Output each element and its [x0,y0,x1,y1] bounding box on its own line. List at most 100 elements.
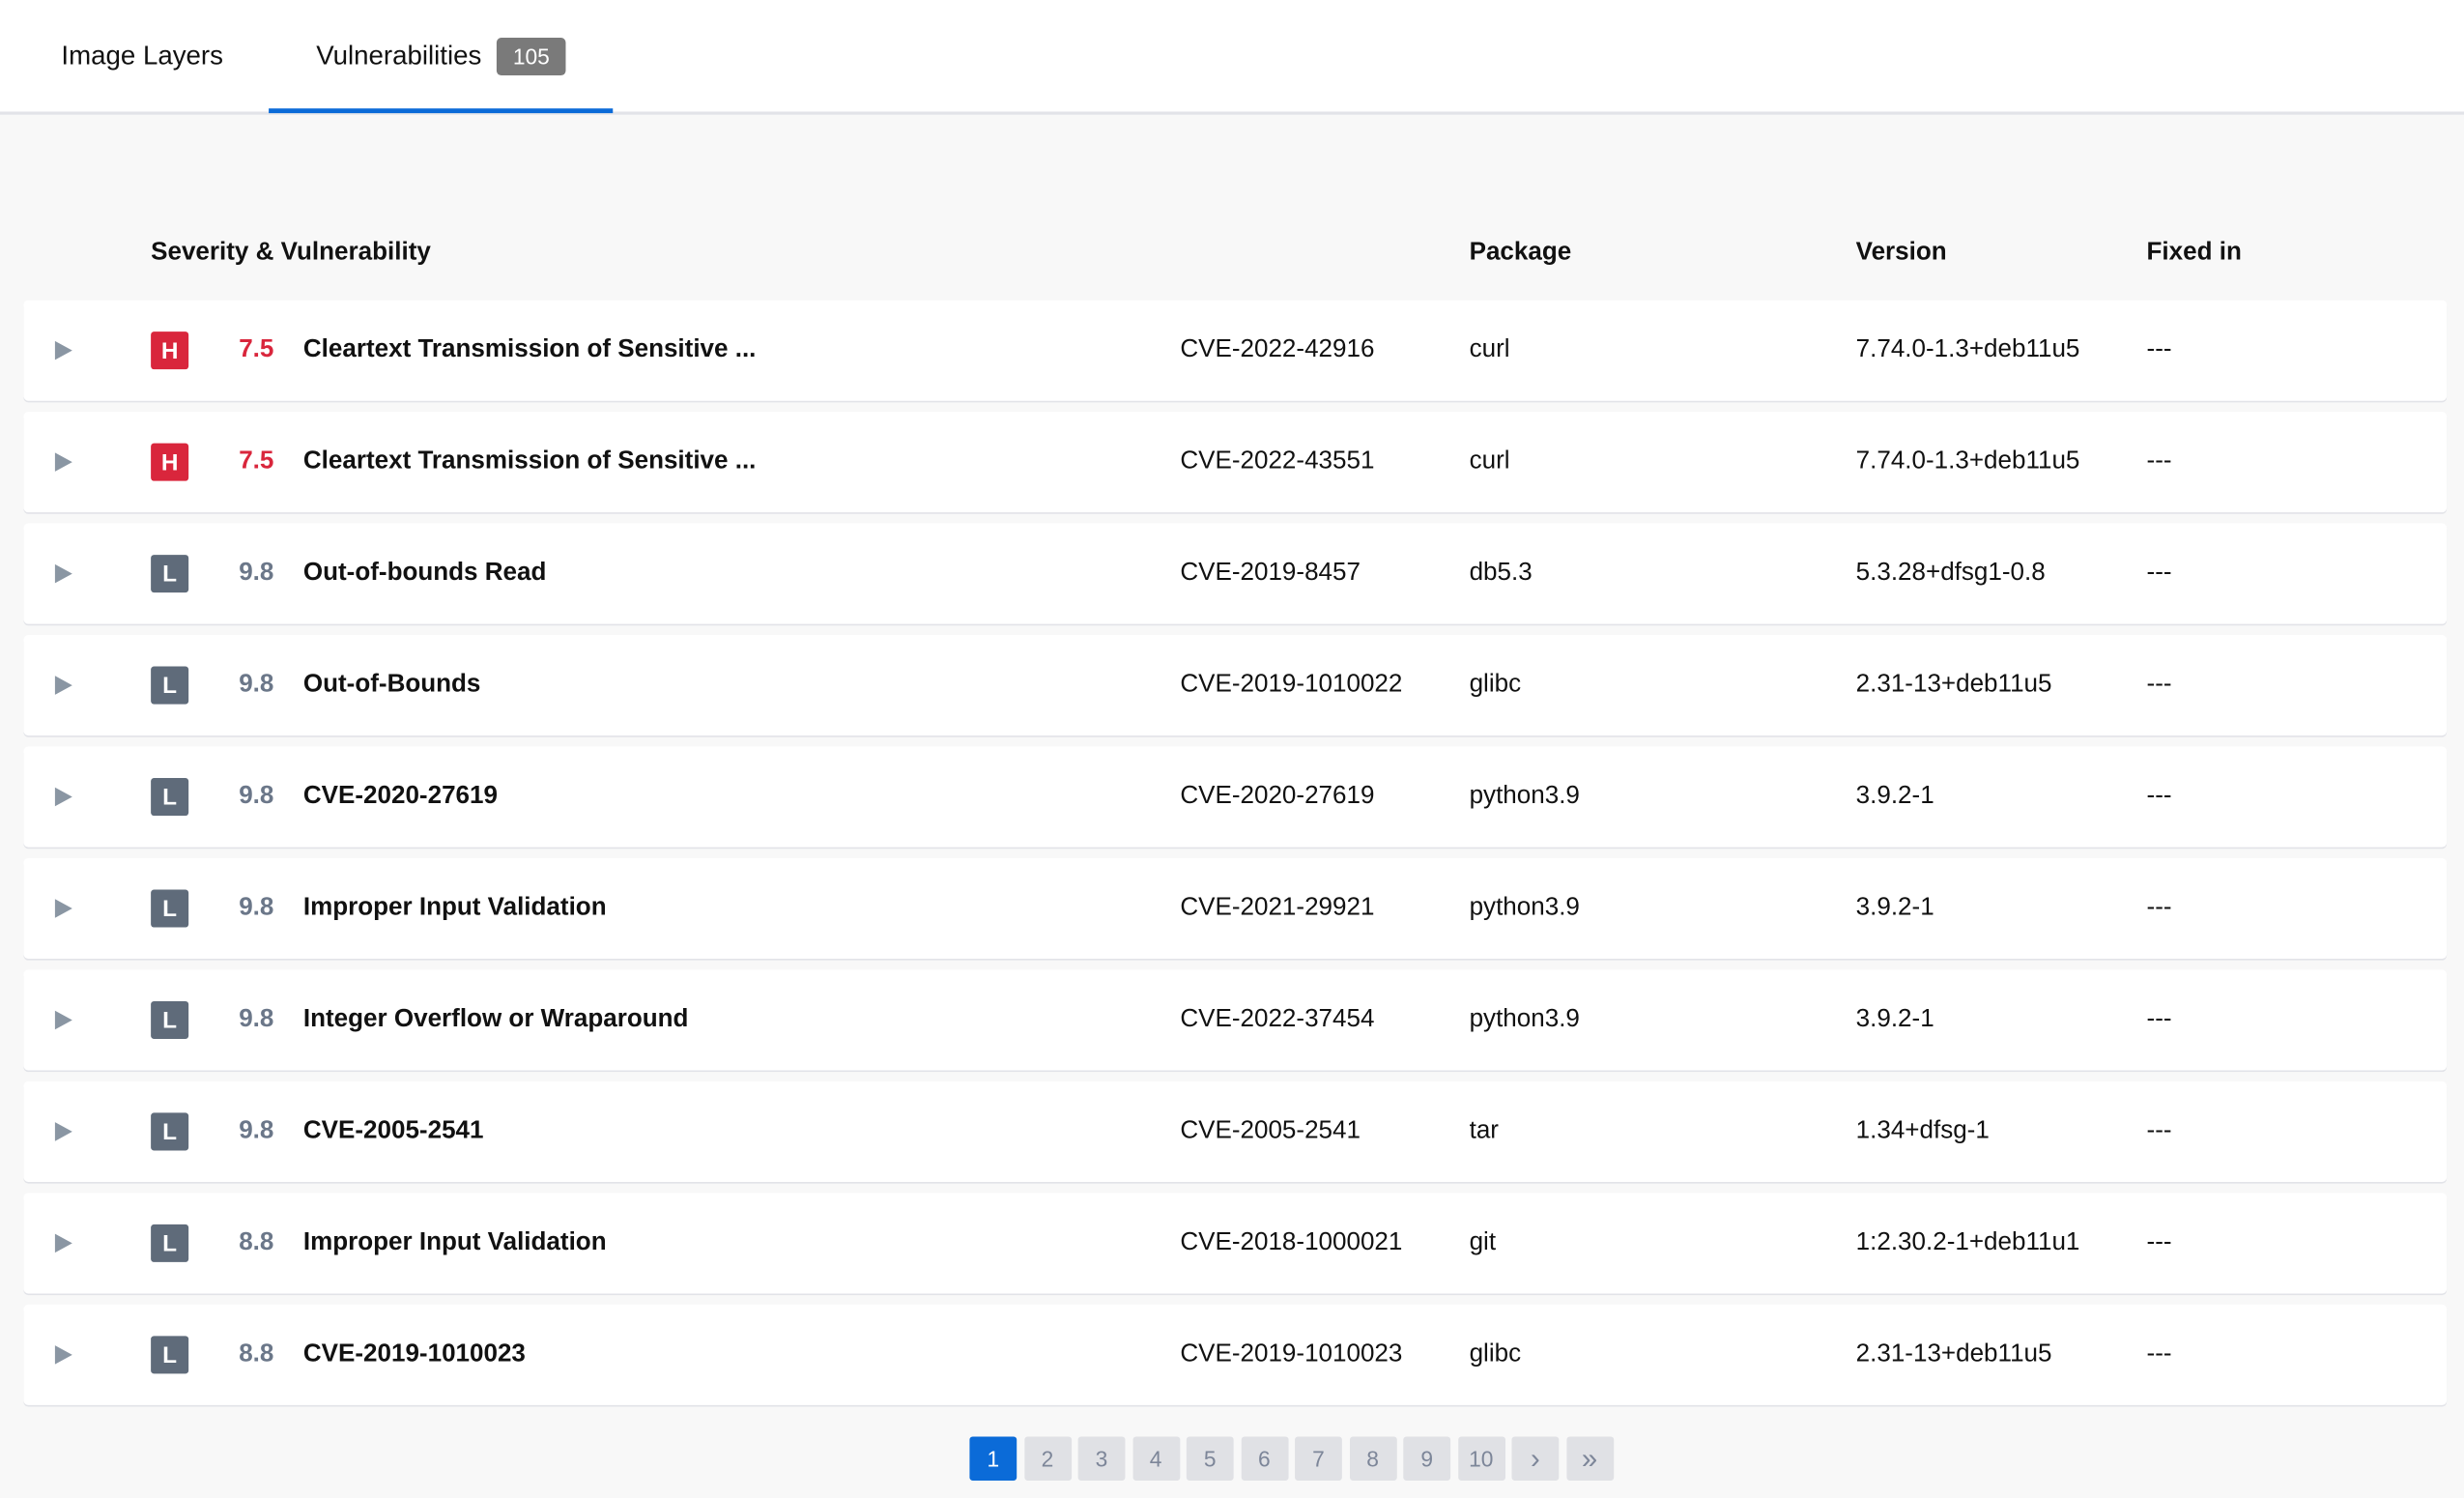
expand-arrow-icon[interactable] [54,787,72,807]
page-button-3[interactable]: 3 [1077,1436,1126,1481]
severity-badge: L [151,1112,189,1151]
count-badge: 105 [497,37,566,75]
severity-badge: L [151,555,189,593]
severity-badge: L [151,889,189,928]
package-version: 7.74.0-1.3+deb11u5 [1855,447,2080,475]
cvss-score: 9.8 [239,559,274,587]
severity-badge: H [151,443,189,481]
pagination: 1 2 3 4 5 6 7 8 9 10 ›» [969,1436,1614,1481]
table-row[interactable]: L 9.8 Improper Input Validation CVE-2021… [23,857,2448,960]
vulnerability-title: Cleartext Transmission of Sensitive ... [302,336,757,363]
table-row[interactable]: L 8.8 CVE-2019-1010023 CVE-2019-1010023 … [23,1304,2448,1405]
fixed-in: --- [2146,671,2172,699]
package-name: python3.9 [1469,894,1580,922]
page-button-10[interactable]: 10 [1457,1436,1505,1481]
cve-id: CVE-2019-1010022 [1180,671,1403,699]
page-button-5[interactable]: 5 [1186,1436,1234,1481]
page-button-7[interactable]: 7 [1295,1436,1342,1481]
package-name: curl [1469,336,1510,363]
vulnerability-title: Integer Overflow or Wraparound [302,1005,689,1033]
fixed-in: --- [2146,1340,2172,1368]
fixed-in: --- [2146,1117,2172,1144]
page-button-4[interactable]: 4 [1132,1436,1180,1481]
severity-badge: L [151,778,189,817]
cve-id: CVE-2022-37454 [1180,1005,1375,1033]
expand-arrow-icon[interactable] [54,452,72,472]
cvss-score: 8.8 [239,1340,274,1368]
package-version: 2.31-13+deb11u5 [1855,671,2052,699]
expand-arrow-icon[interactable] [54,1122,72,1141]
vulnerability-title: CVE-2005-2541 [302,1117,484,1144]
table-row[interactable]: L 9.8 Out-of-Bounds CVE-2019-1010022 gli… [23,635,2448,736]
tab-label: Image Layers [61,40,223,71]
next-page-button[interactable]: › [1511,1436,1560,1481]
page-button-1[interactable]: 1 [969,1436,1017,1481]
table-row[interactable]: L 9.8 Integer Overflow or Wraparound CVE… [23,969,2448,1071]
fixed-in: --- [2146,1005,2172,1033]
package-version: 3.9.2-1 [1855,894,1934,922]
page-button-9[interactable]: 9 [1403,1436,1451,1481]
column-header-package[interactable]: Package [1469,239,1572,266]
table-row[interactable]: H 7.5 Cleartext Transmission of Sensitiv… [23,412,2448,513]
package-version: 1.34+dfsg-1 [1855,1117,1990,1144]
cve-id: CVE-2020-27619 [1180,782,1375,810]
package-name: glibc [1469,1340,1522,1368]
expand-arrow-icon[interactable] [54,676,72,695]
vulnerability-title: CVE-2020-27619 [302,782,498,810]
expand-arrow-icon[interactable] [54,340,72,360]
cve-id: CVE-2022-43551 [1180,447,1375,475]
package-name: python3.9 [1469,782,1580,810]
tab-label: Vulnerabilities [316,40,482,71]
table-row[interactable]: L 9.8 Out-of-bounds Read CVE-2019-8457 d… [23,523,2448,624]
package-name: glibc [1469,671,1522,699]
table-row[interactable]: L 9.8 CVE-2020-27619 CVE-2020-27619 pyth… [23,746,2448,848]
fixed-in: --- [2146,782,2172,810]
severity-badge: L [151,666,189,705]
page-button-6[interactable]: 6 [1240,1436,1288,1481]
fixed-in: --- [2146,336,2172,363]
last-page-button[interactable]: » [1565,1436,1614,1481]
package-version: 3.9.2-1 [1855,782,1934,810]
active-tab-indicator [269,108,614,114]
expand-arrow-icon[interactable] [54,1345,72,1365]
cve-id: CVE-2019-8457 [1180,559,1361,587]
vulnerability-title: CVE-2019-1010023 [302,1340,526,1368]
expand-arrow-icon[interactable] [54,899,72,918]
table-row[interactable]: H 7.5 Cleartext Transmission of Sensitiv… [23,300,2448,401]
page-button-8[interactable]: 8 [1349,1436,1396,1481]
package-name: python3.9 [1469,1005,1580,1033]
package-name: curl [1469,447,1510,475]
column-header-fixed-in[interactable]: Fixed in [2146,239,2242,266]
column-header-version[interactable]: Version [1855,239,1947,266]
cvss-score: 8.8 [239,1228,274,1256]
fixed-in: --- [2146,447,2172,475]
cve-id: CVE-2022-42916 [1180,336,1375,363]
fixed-in: --- [2146,559,2172,587]
table-row[interactable]: L 8.8 Improper Input Validation CVE-2018… [23,1193,2448,1294]
cve-id: CVE-2018-1000021 [1180,1228,1403,1256]
expand-arrow-icon[interactable] [54,1233,72,1253]
cvss-score: 9.8 [239,782,274,810]
package-version: 7.74.0-1.3+deb11u5 [1855,336,2080,363]
tab-vulnerabilities[interactable]: Vulnerabilities 105 [269,0,614,114]
table-row[interactable]: L 9.8 CVE-2005-2541 CVE-2005-2541 tar 1.… [23,1080,2448,1182]
cvss-score: 9.8 [239,894,274,922]
tab-image-layers[interactable]: Image Layers [61,0,223,111]
cve-id: CVE-2021-29921 [1180,894,1375,922]
package-name: git [1469,1228,1497,1256]
column-header-severity[interactable]: Severity & Vulnerability [151,239,431,266]
package-version: 5.3.28+dfsg1-0.8 [1855,559,2046,587]
fixed-in: --- [2146,1228,2172,1256]
fixed-in: --- [2146,894,2172,922]
cve-id: CVE-2019-1010023 [1180,1340,1403,1368]
cvss-score: 9.8 [239,1005,274,1033]
tab-bar: Image Layers Vulnerabilities 105 [0,0,2464,115]
cvss-score: 9.8 [239,1117,274,1144]
page-button-2[interactable]: 2 [1023,1436,1072,1481]
expand-arrow-icon[interactable] [54,563,72,584]
cvss-score: 7.5 [239,447,274,475]
package-name: db5.3 [1469,559,1533,587]
package-name: tar [1469,1117,1499,1144]
expand-arrow-icon[interactable] [54,1010,72,1030]
package-version: 3.9.2-1 [1855,1005,1934,1033]
